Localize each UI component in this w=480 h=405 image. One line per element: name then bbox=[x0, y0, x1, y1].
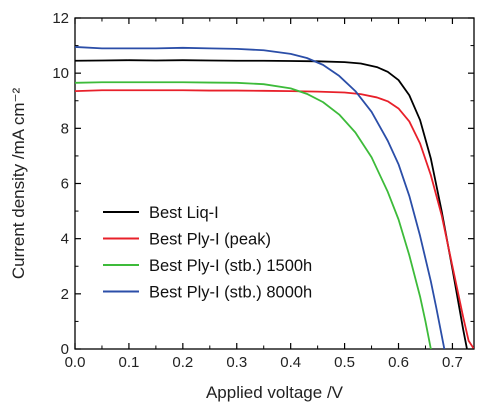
x-tick-label: 0.5 bbox=[334, 354, 355, 371]
y-tick-label: 10 bbox=[52, 65, 69, 82]
legend: Best Liq-I Best Ply-I (peak) Best Ply-I (s… bbox=[103, 204, 312, 302]
x-tick-label: 0.0 bbox=[65, 354, 86, 371]
y-tick-label: 4 bbox=[61, 231, 69, 248]
y-axis-title: Current density /mA cm⁻² bbox=[9, 88, 28, 280]
x-axis-title: Applied voltage /V bbox=[206, 383, 344, 402]
x-tick-label: 0.7 bbox=[442, 354, 463, 371]
x-tick-label: 0.4 bbox=[280, 354, 301, 371]
y-tick-label: 8 bbox=[61, 120, 69, 137]
legend-label-2: Best Ply-I (peak) bbox=[149, 231, 271, 249]
y-tick-label: 0 bbox=[61, 341, 69, 358]
legend-label-1: Best Liq-I bbox=[149, 204, 219, 222]
legend-label-4: Best Ply-I (stb.) 8000h bbox=[149, 284, 312, 302]
series-layer bbox=[75, 46, 474, 349]
y-tick-label: 2 bbox=[61, 286, 69, 303]
x-tick-label: 0.1 bbox=[118, 354, 139, 371]
series-line-1 bbox=[75, 59, 468, 349]
y-tick-label: 6 bbox=[61, 176, 69, 193]
series-line-3 bbox=[75, 81, 432, 349]
axis-layer: 0.0 0.1 0.2 0.3 0.4 0.5 0.6 0.7 0 2 4 6 8 10 12 bbox=[52, 10, 474, 371]
y-tick-label: 12 bbox=[52, 10, 69, 27]
x-tick-label: 0.2 bbox=[172, 354, 193, 371]
x-tick-label: 0.3 bbox=[226, 354, 247, 371]
series-line-2 bbox=[75, 89, 474, 349]
series-line-4 bbox=[75, 46, 446, 349]
x-tick-label: 0.6 bbox=[388, 354, 409, 371]
legend-label-3: Best Ply-I (stb.) 1500h bbox=[149, 257, 312, 275]
